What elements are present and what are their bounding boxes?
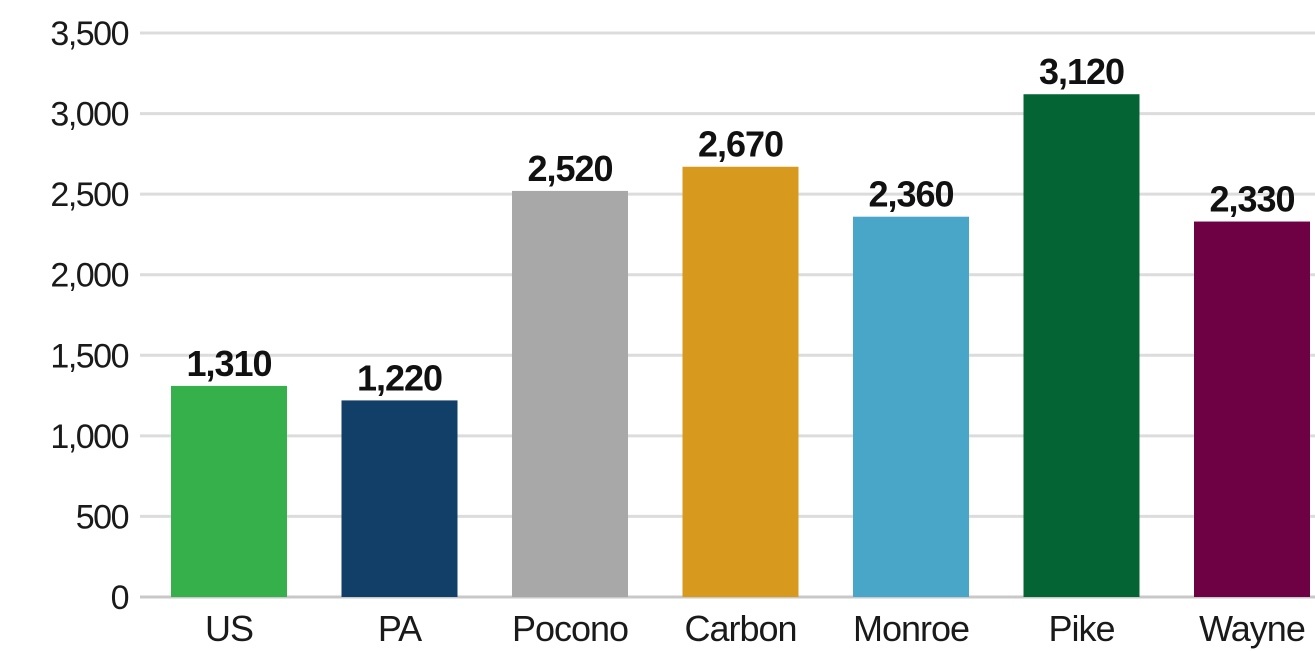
bar-pa bbox=[341, 400, 458, 597]
bar-wayne bbox=[1194, 221, 1310, 597]
bar-carbon bbox=[682, 166, 799, 597]
value-label: 3,120 bbox=[1039, 51, 1124, 92]
value-label: 1,220 bbox=[357, 357, 442, 398]
y-tick-label: 1,500 bbox=[50, 337, 128, 375]
bar-us bbox=[171, 385, 287, 597]
x-tick-label: Monroe bbox=[853, 608, 969, 649]
value-label: 2,520 bbox=[527, 148, 612, 189]
bar-monroe bbox=[853, 216, 969, 597]
x-tick-label: US bbox=[205, 608, 253, 649]
x-tick-label: Wayne bbox=[1199, 608, 1305, 649]
y-tick-label: 3,500 bbox=[50, 15, 128, 53]
value-label: 2,330 bbox=[1209, 179, 1294, 220]
y-tick-label: 1,000 bbox=[50, 418, 128, 456]
x-axis: US PA Pocono Carbon Monroe Pike Wayne bbox=[205, 608, 1306, 649]
value-label: 2,670 bbox=[698, 124, 783, 165]
x-tick-label: Pocono bbox=[512, 608, 628, 649]
y-axis: 0 500 1,000 1,500 2,000 2,500 3,000 3,500 bbox=[50, 15, 130, 617]
bar-pocono bbox=[512, 190, 628, 598]
y-tick-label: 3,000 bbox=[50, 96, 128, 134]
y-tick-label: 2,500 bbox=[50, 176, 128, 214]
x-tick-label: Carbon bbox=[684, 608, 796, 649]
x-tick-label: Pike bbox=[1048, 608, 1114, 649]
value-label: 1,310 bbox=[186, 343, 271, 384]
y-tick-label: 0 bbox=[111, 579, 129, 617]
value-label: 2,360 bbox=[868, 174, 953, 215]
x-tick-label: PA bbox=[378, 608, 422, 649]
bar-pike bbox=[1023, 94, 1140, 597]
y-tick-label: 500 bbox=[76, 498, 129, 536]
y-tick-label: 2,000 bbox=[50, 257, 128, 295]
bars: 1,310 1,220 2,520 2,670 2,360 3,120 2,330 bbox=[171, 51, 1310, 598]
